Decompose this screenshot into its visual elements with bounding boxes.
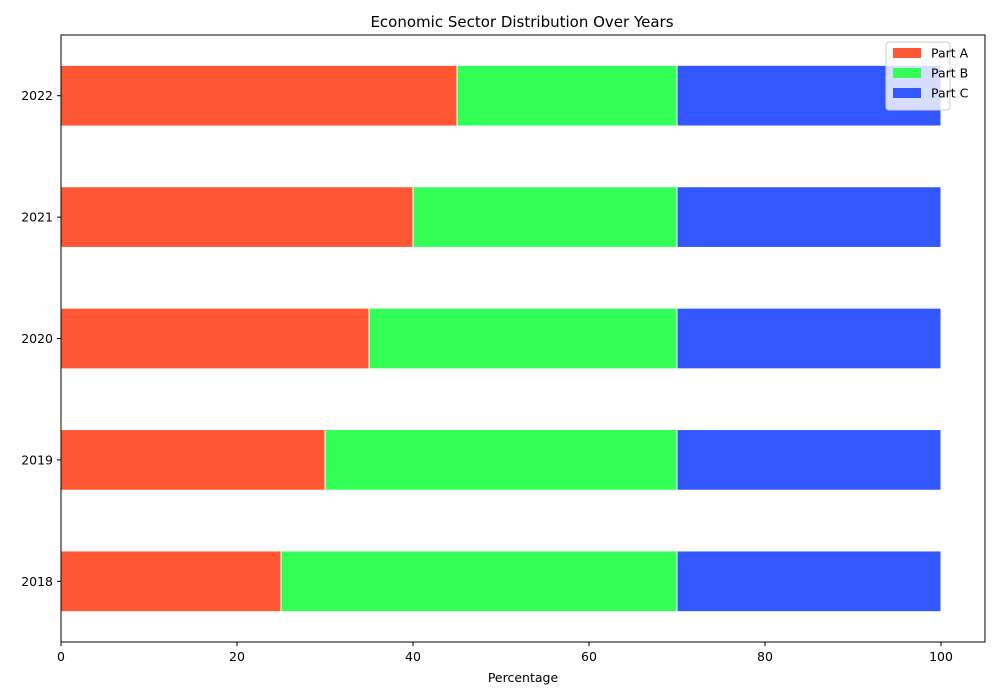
x-tick-label: 20 — [229, 649, 245, 664]
legend-label-part-c: Part C — [931, 86, 969, 101]
bar-part-c-2021 — [676, 186, 942, 248]
bar-part-b-2018 — [280, 550, 678, 613]
x-tick-label: 80 — [757, 649, 773, 664]
bar-part-a-2022 — [60, 64, 458, 127]
bar-part-b-2022 — [456, 64, 678, 127]
y-tick-label: 2019 — [21, 452, 53, 467]
bar-part-c-2019 — [676, 429, 942, 491]
y-tick-label: 2022 — [21, 88, 53, 103]
legend-swatch-part-b — [893, 68, 921, 78]
bars-layer — [60, 64, 942, 613]
y-tick-label: 2018 — [21, 574, 53, 589]
bar-part-b-2019 — [324, 429, 678, 491]
y-axis-ticks: 2018 2019 2020 2021 2022 — [21, 88, 61, 589]
bar-part-c-2018 — [676, 550, 942, 613]
x-axis-ticks: 0 20 40 60 80 100 — [57, 642, 953, 664]
legend-swatch-part-a — [893, 48, 921, 58]
x-tick-label: 0 — [57, 649, 65, 664]
bar-part-b-2020 — [368, 307, 678, 370]
y-tick-label: 2020 — [21, 331, 53, 346]
bar-part-a-2019 — [60, 429, 326, 491]
chart-title: Economic Sector Distribution Over Years — [370, 13, 673, 31]
x-tick-label: 100 — [929, 649, 953, 664]
bar-part-b-2021 — [412, 186, 678, 248]
legend-label-part-b: Part B — [931, 66, 968, 81]
legend-label-part-a: Part A — [931, 46, 969, 61]
legend: Part A Part B Part C — [885, 41, 969, 111]
bar-part-c-2020 — [676, 307, 942, 370]
x-tick-label: 40 — [405, 649, 421, 664]
bar-part-a-2021 — [60, 186, 414, 248]
legend-swatch-part-c — [893, 88, 921, 98]
bar-part-a-2020 — [60, 307, 370, 370]
bar-part-a-2018 — [60, 550, 282, 613]
y-tick-label: 2021 — [21, 210, 53, 225]
x-tick-label: 60 — [581, 649, 597, 664]
x-axis-label: Percentage — [488, 670, 559, 685]
